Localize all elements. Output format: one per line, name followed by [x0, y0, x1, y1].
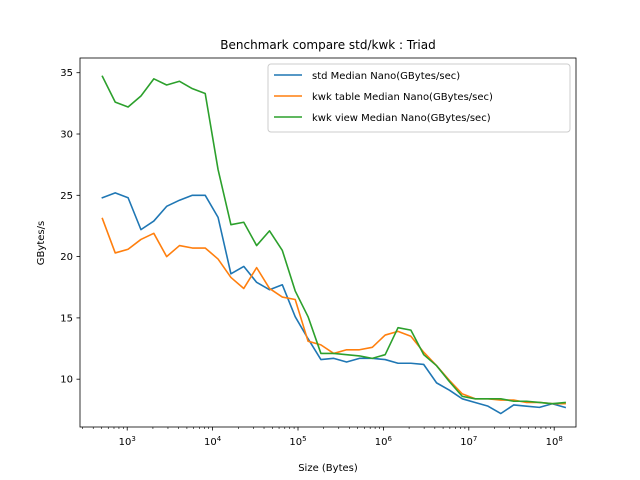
- axes: [79, 57, 577, 428]
- series-line-3: [101, 75, 566, 405]
- legend-label-2: kwk table Median Nano(GBytes/sec): [312, 92, 493, 103]
- y-axis-label: GBytes/s: [36, 221, 47, 265]
- y-tick-label: 15: [60, 313, 73, 324]
- legend-label-3: kwk view Median Nano(GBytes/sec): [312, 113, 491, 124]
- x-tick-label: 108: [546, 435, 563, 448]
- legend-box: [267, 63, 571, 133]
- plot-frame: [79, 57, 577, 428]
- chart-title: Benchmark compare std/kwk : Triad: [220, 38, 435, 52]
- y-tick-label: 10: [60, 375, 73, 386]
- x-tick-label: 105: [289, 435, 306, 448]
- x-tick-label: 106: [375, 435, 393, 448]
- y-tick-label: 30: [60, 130, 73, 141]
- y-tick-label: 20: [60, 252, 73, 263]
- ticks: 10 15 20 25 30 35 103 104 105 106 107 108: [60, 68, 563, 448]
- x-tick-label: 103: [119, 435, 136, 448]
- x-axis-label: Size (Bytes): [298, 463, 358, 474]
- x-tick-label: 104: [204, 435, 222, 448]
- y-tick-label: 35: [60, 68, 73, 79]
- plot-lines: [101, 75, 567, 415]
- y-tick-label: 25: [60, 191, 73, 202]
- x-tick-label: 107: [460, 435, 477, 448]
- legend-label-1: std Median Nano(GBytes/sec): [312, 71, 460, 82]
- legend: std Median Nano(GBytes/sec) kwk table Med…: [267, 63, 571, 133]
- series-line-1: [101, 192, 567, 415]
